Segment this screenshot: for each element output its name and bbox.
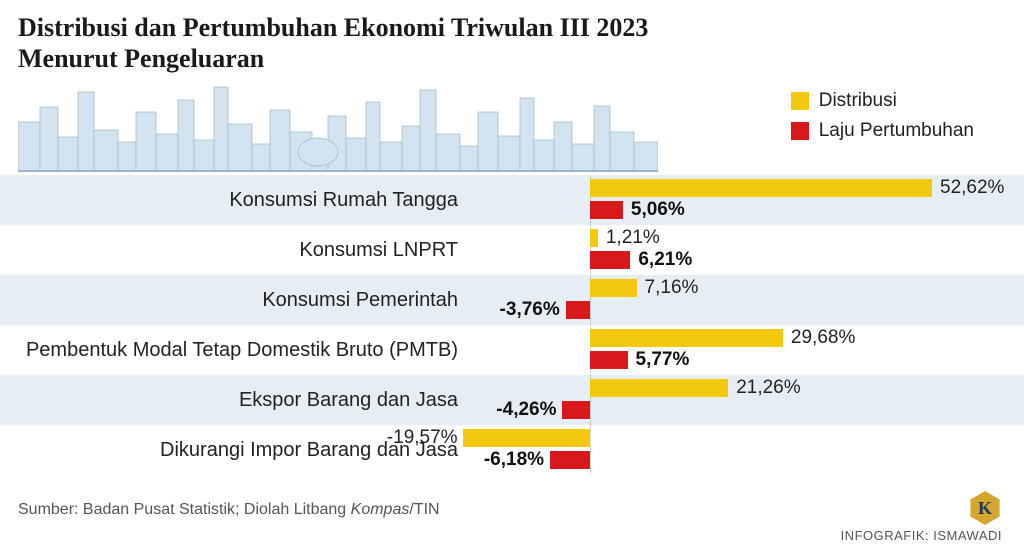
value-distribusi: 21,26% — [736, 378, 800, 397]
row-label: Pembentuk Modal Tetap Domestik Bruto (PM… — [0, 325, 470, 375]
skyline-graphic — [18, 82, 658, 172]
row-label: Ekspor Barang dan Jasa — [0, 375, 470, 425]
legend-item-growth: Laju Pertumbuhan — [791, 120, 974, 142]
source-prefix: Sumber: Badan Pusat Statistik; Diolah Li… — [18, 501, 351, 518]
source-line: Sumber: Badan Pusat Statistik; Diolah Li… — [18, 501, 440, 519]
bar-growth — [566, 301, 590, 319]
row-bars: 7,16% -3,76% — [470, 275, 1024, 325]
bar-distribusi — [590, 179, 932, 197]
value-growth: -6,18% — [484, 450, 544, 469]
table-row: Konsumsi LNPRT 1,21% 6,21% — [0, 225, 1024, 275]
legend-swatch-growth — [791, 122, 809, 140]
bar-distribusi — [590, 279, 637, 297]
legend-label-growth: Laju Pertumbuhan — [819, 120, 974, 142]
value-distribusi: 29,68% — [791, 328, 855, 347]
bar-distribusi — [590, 229, 598, 247]
table-row: Pembentuk Modal Tetap Domestik Bruto (PM… — [0, 325, 1024, 375]
legend-item-distribusi: Distribusi — [791, 90, 974, 112]
row-bars: 1,21% 6,21% — [470, 225, 1024, 275]
value-growth: 6,21% — [638, 250, 692, 269]
title-line-2: Menurut Pengeluaran — [18, 44, 264, 73]
row-label: Konsumsi Pemerintah — [0, 275, 470, 325]
table-row: Konsumsi Rumah Tangga 52,62% 5,06% — [0, 175, 1024, 225]
bar-growth — [590, 201, 623, 219]
bar-distribusi — [463, 429, 590, 447]
bar-growth — [590, 351, 628, 369]
table-row: Konsumsi Pemerintah 7,16% -3,76% — [0, 275, 1024, 325]
value-distribusi: 1,21% — [606, 228, 660, 247]
source-italic: Kompas — [351, 501, 410, 518]
row-label: Konsumsi LNPRT — [0, 225, 470, 275]
row-bars: -19,57%-6,18% — [470, 425, 1024, 475]
page-title: Distribusi dan Pertumbuhan Ekonomi Triwu… — [0, 0, 1024, 82]
value-distribusi: 52,62% — [940, 178, 1004, 197]
bar-distribusi — [590, 329, 783, 347]
row-bars: 52,62% 5,06% — [470, 175, 1024, 225]
value-growth: -3,76% — [500, 300, 560, 319]
row-bars: 29,68% 5,77% — [470, 325, 1024, 375]
legend-swatch-distribusi — [791, 92, 809, 110]
value-distribusi: -19,57% — [387, 428, 458, 447]
value-distribusi: 7,16% — [645, 278, 699, 297]
bar-growth — [550, 451, 590, 469]
bar-growth — [562, 401, 590, 419]
value-growth: 5,77% — [636, 350, 690, 369]
bar-growth — [590, 251, 630, 269]
table-row: Ekspor Barang dan Jasa 21,26% -4,26% — [0, 375, 1024, 425]
value-growth: -4,26% — [496, 400, 556, 419]
title-line-1: Distribusi dan Pertumbuhan Ekonomi Triwu… — [18, 13, 648, 42]
table-row: Dikurangi Impor Barang dan Jasa-19,57%-6… — [0, 425, 1024, 475]
logo-letter: K — [978, 498, 992, 519]
value-growth: 5,06% — [631, 200, 685, 219]
bar-chart: Konsumsi Rumah Tangga52,62%5,06%Konsumsi… — [0, 175, 1024, 475]
bar-distribusi — [590, 379, 728, 397]
source-suffix: /TIN — [409, 501, 439, 518]
row-label: Konsumsi Rumah Tangga — [0, 175, 470, 225]
row-bars: 21,26% -4,26% — [470, 375, 1024, 425]
legend: Distribusi Laju Pertumbuhan — [791, 90, 974, 150]
kompas-logo-icon: K — [968, 491, 1002, 525]
legend-label-distribusi: Distribusi — [819, 90, 897, 112]
credit-line: INFOGRAFIK: ISMAWADI — [841, 528, 1002, 543]
